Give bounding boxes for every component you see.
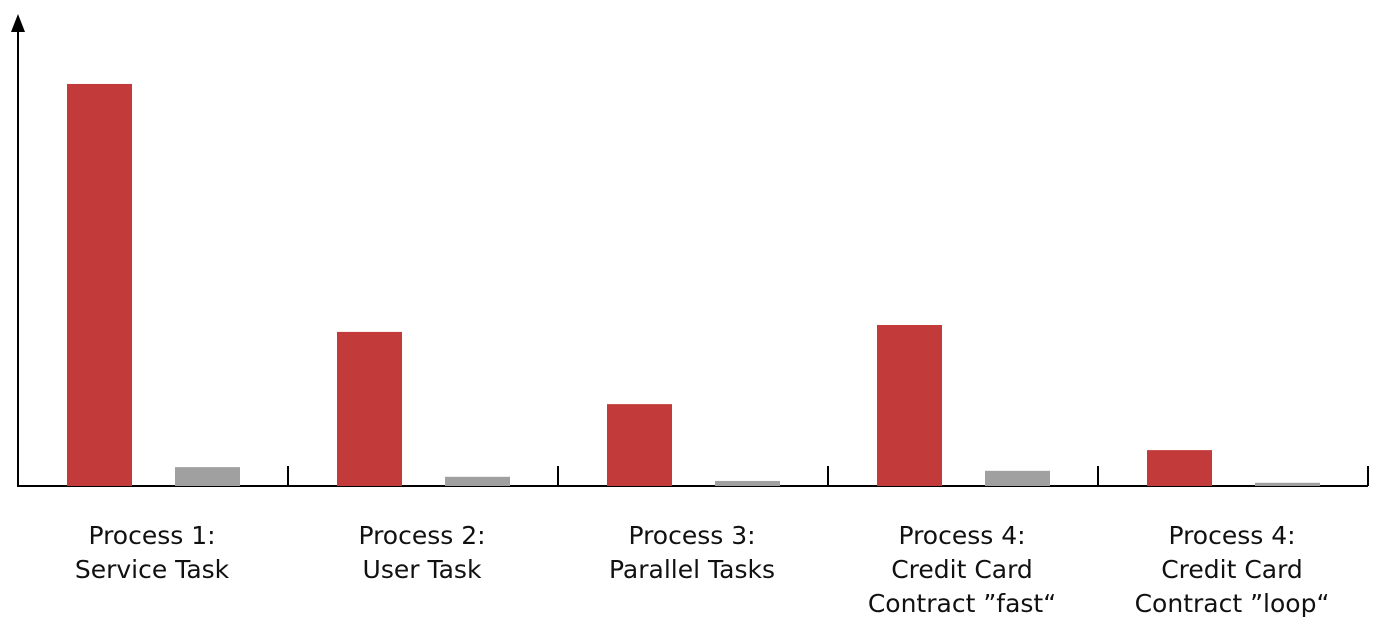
bar	[1255, 482, 1320, 486]
x-tick-label: Process 4:	[898, 521, 1025, 550]
x-tick-label: User Task	[363, 555, 482, 584]
y-axis-arrow	[11, 14, 25, 32]
x-tick-label: Contract ”loop“	[1135, 589, 1330, 618]
bar	[1147, 450, 1212, 486]
x-tick-label: Process 3:	[628, 521, 755, 550]
x-tick-label: Credit Card	[1161, 555, 1303, 584]
x-tick-label: Process 2:	[358, 521, 485, 550]
axes	[17, 30, 1369, 487]
bar	[877, 325, 942, 486]
bar	[607, 404, 672, 486]
bar	[985, 470, 1050, 486]
bar	[337, 331, 402, 486]
x-tick-label: Process 4:	[1168, 521, 1295, 550]
bar	[67, 83, 132, 487]
x-tick-label: Process 1:	[88, 521, 215, 550]
bar	[445, 476, 510, 486]
x-tick-label: Service Task	[75, 555, 230, 584]
bar	[175, 467, 240, 486]
x-tick-label: Contract ”fast“	[868, 589, 1056, 618]
x-tick-label: Credit Card	[891, 555, 1033, 584]
x-tick-label: Parallel Tasks	[609, 555, 775, 584]
bar	[715, 480, 780, 486]
